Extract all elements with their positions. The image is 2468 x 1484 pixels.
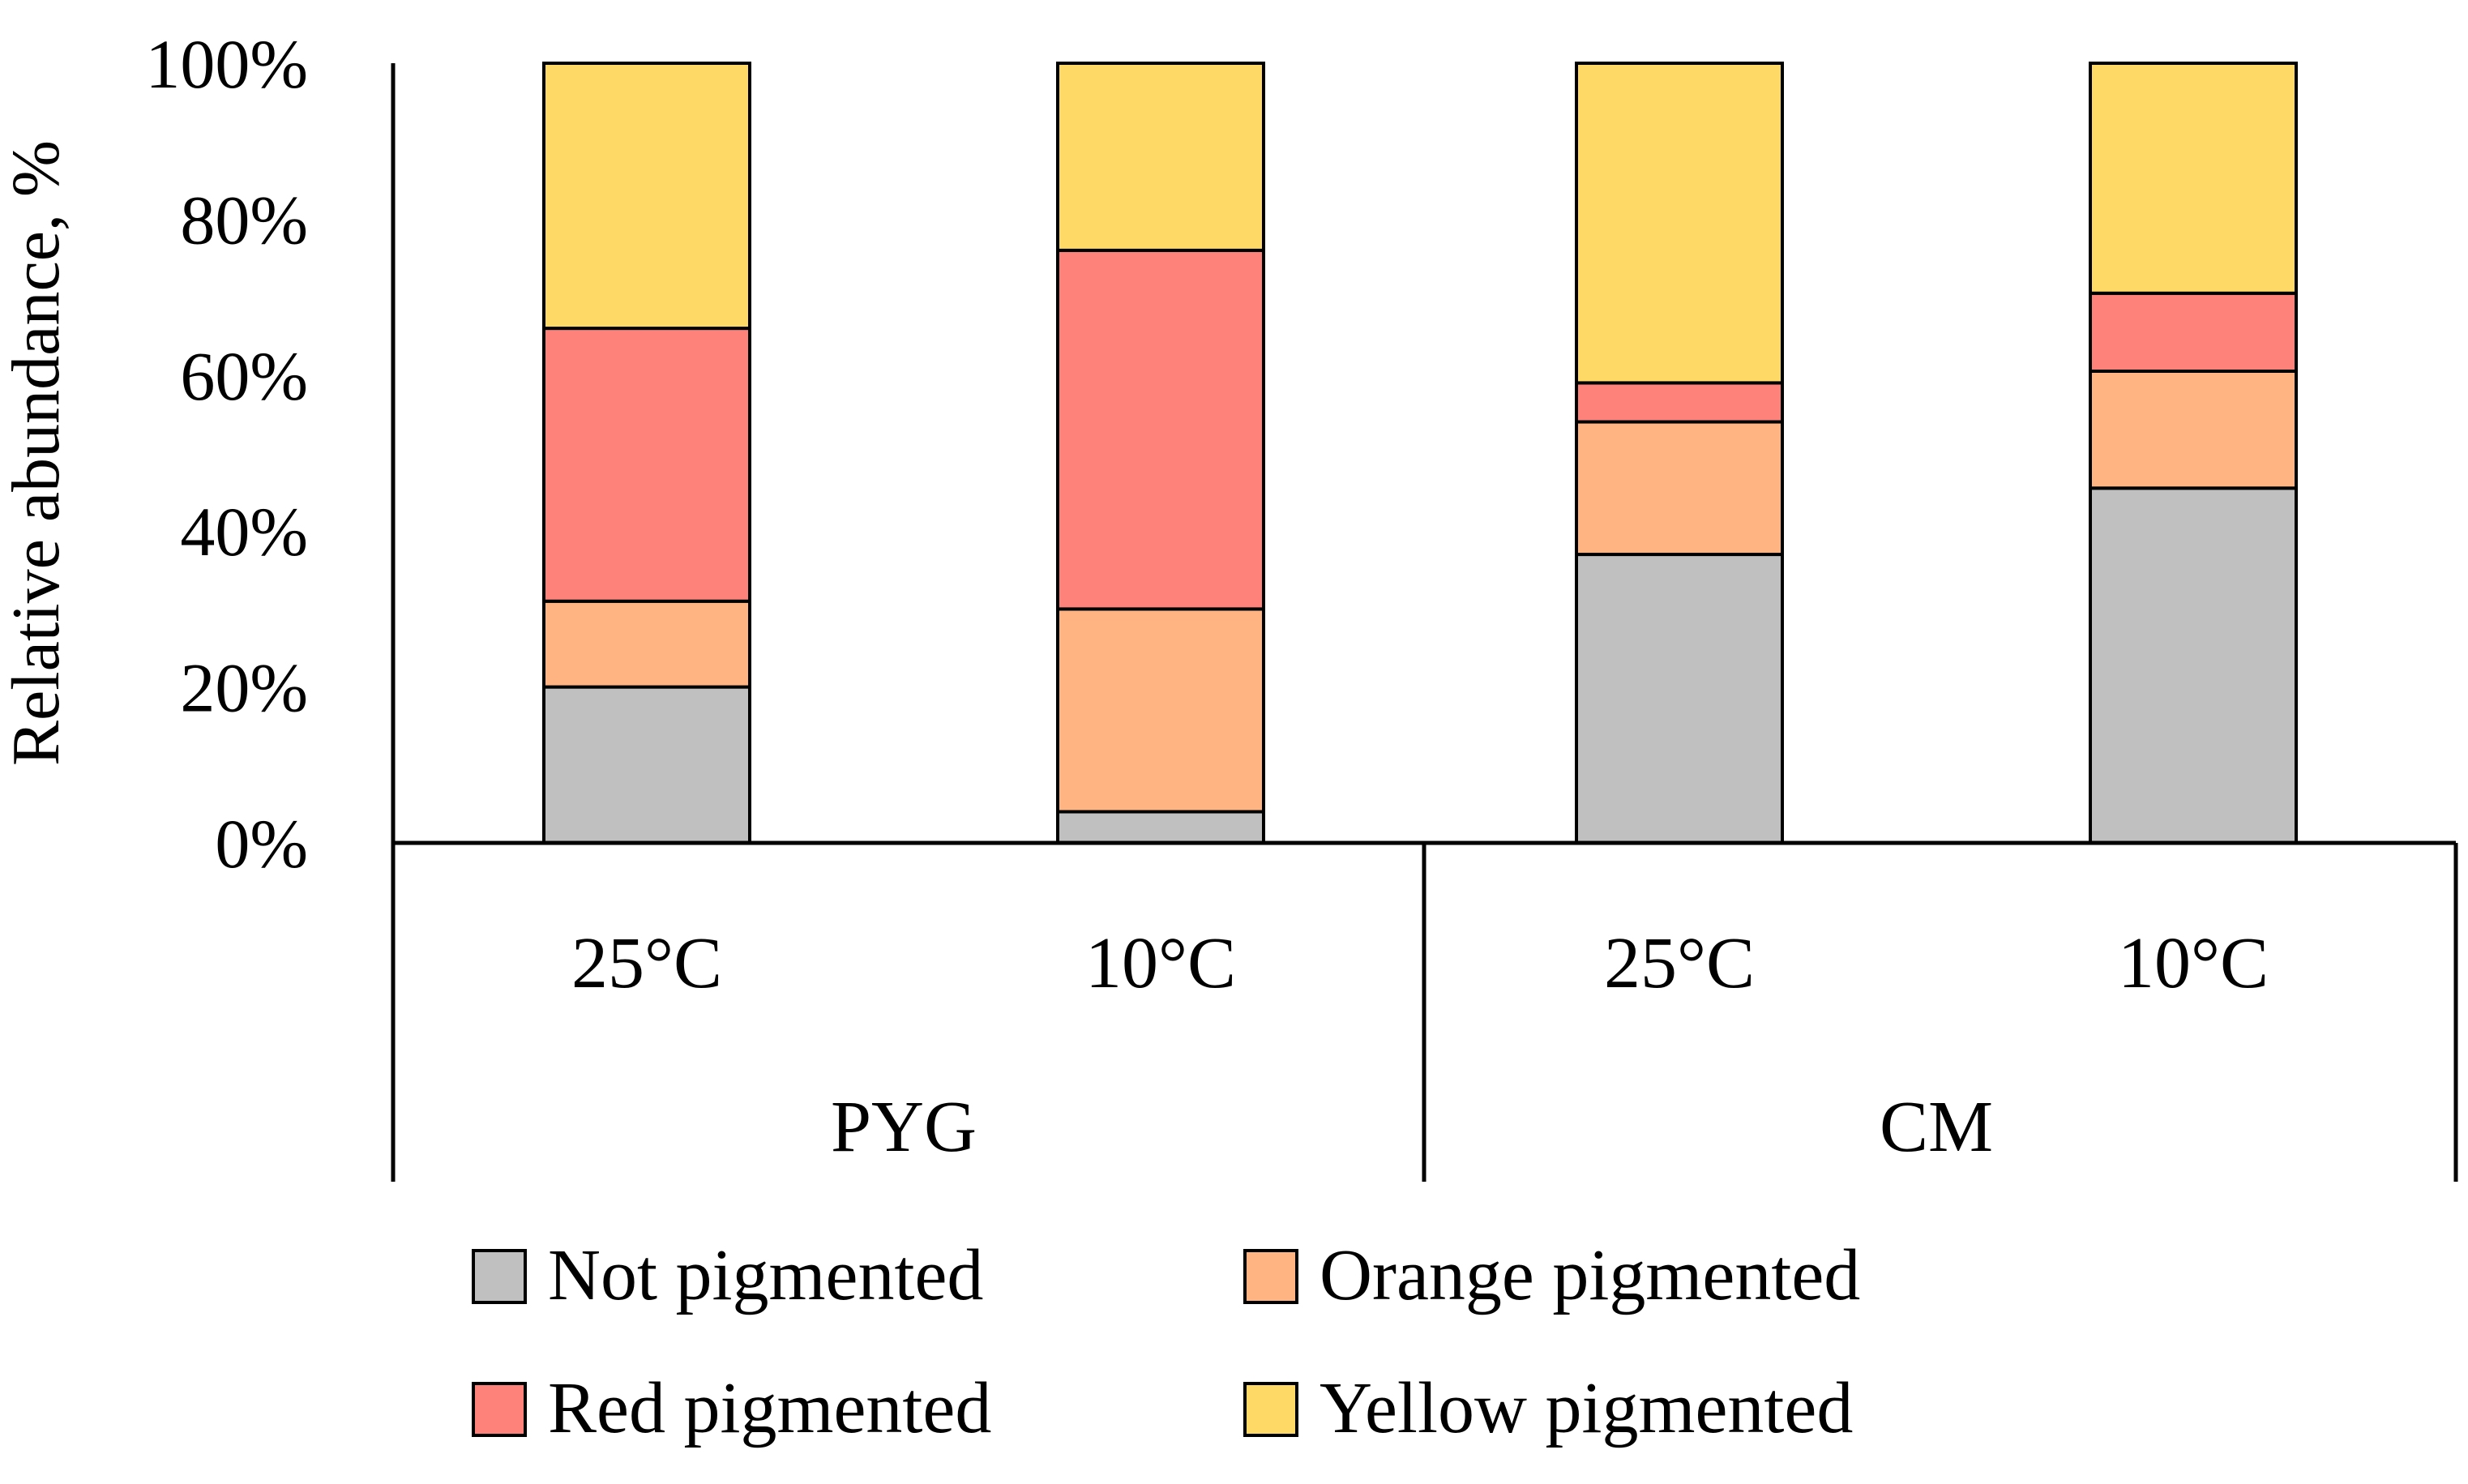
bars-layer [542,62,2298,845]
y-tick-labels: 0% 20% 40% 60% 80% 100% [145,25,308,883]
legend-label: Yellow pigmented [1320,1368,1853,1448]
bar-segment-yellow-pigmented-1 [1056,62,1265,252]
x-category-label: 25°C [571,923,722,1003]
bar-segment-not-pigmented-0 [542,685,751,845]
legend-label: Red pigmented [548,1368,991,1448]
y-axis-title: Relative abundance, % [0,140,74,766]
legend-item-yellow-pigmented: Yellow pigmented [1243,1368,1853,1448]
bar-segment-orange-pigmented-3 [2089,369,2298,490]
x-category-label: 10°C [2118,923,2269,1003]
legend-swatch [1243,1382,1298,1437]
y-tick-label: 0% [215,805,308,883]
x-category-label: 25°C [1604,923,1755,1003]
bar-segment-red-pigmented-3 [2089,291,2298,373]
x-group-labels: PYG CM [831,1087,1993,1167]
bar-segment-not-pigmented-3 [2089,486,2298,845]
x-category-label: 10°C [1085,923,1236,1003]
axes-layer [391,63,2458,1182]
legend-swatch [472,1382,527,1437]
bar-segment-orange-pigmented-1 [1056,607,1265,814]
legend-label: Orange pigmented [1320,1235,1860,1315]
y-tick-label: 80% [180,181,308,259]
bar-segment-not-pigmented-2 [1575,553,1784,845]
x-category-labels: 25°C 10°C 25°C 10°C [571,923,2269,1003]
bar-segment-yellow-pigmented-3 [2089,62,2298,295]
legend-swatch [472,1249,527,1304]
legend: Not pigmented Orange pigmented Red pigment… [472,1235,1860,1448]
y-tick-label: 60% [180,337,308,415]
bar-segment-orange-pigmented-2 [1575,420,1784,557]
legend-item-not-pigmented: Not pigmented [472,1235,983,1315]
legend-label: Not pigmented [548,1235,983,1315]
bar-segment-yellow-pigmented-0 [542,62,751,331]
bar-segment-red-pigmented-2 [1575,381,1784,424]
y-tick-label: 40% [180,493,308,571]
x-group-label: PYG [831,1087,977,1167]
legend-item-red-pigmented: Red pigmented [472,1368,991,1448]
legend-item-orange-pigmented: Orange pigmented [1243,1235,1860,1315]
bar-segment-red-pigmented-1 [1056,248,1265,611]
bar-segment-yellow-pigmented-2 [1575,62,1784,385]
y-tick-label: 100% [145,25,308,103]
x-group-label: CM [1880,1087,1993,1167]
bar-segment-red-pigmented-0 [542,327,751,603]
y-tick-label: 20% [180,649,308,727]
bar-segment-not-pigmented-1 [1056,810,1265,845]
bar-segment-orange-pigmented-0 [542,599,751,689]
legend-swatch [1243,1249,1298,1304]
